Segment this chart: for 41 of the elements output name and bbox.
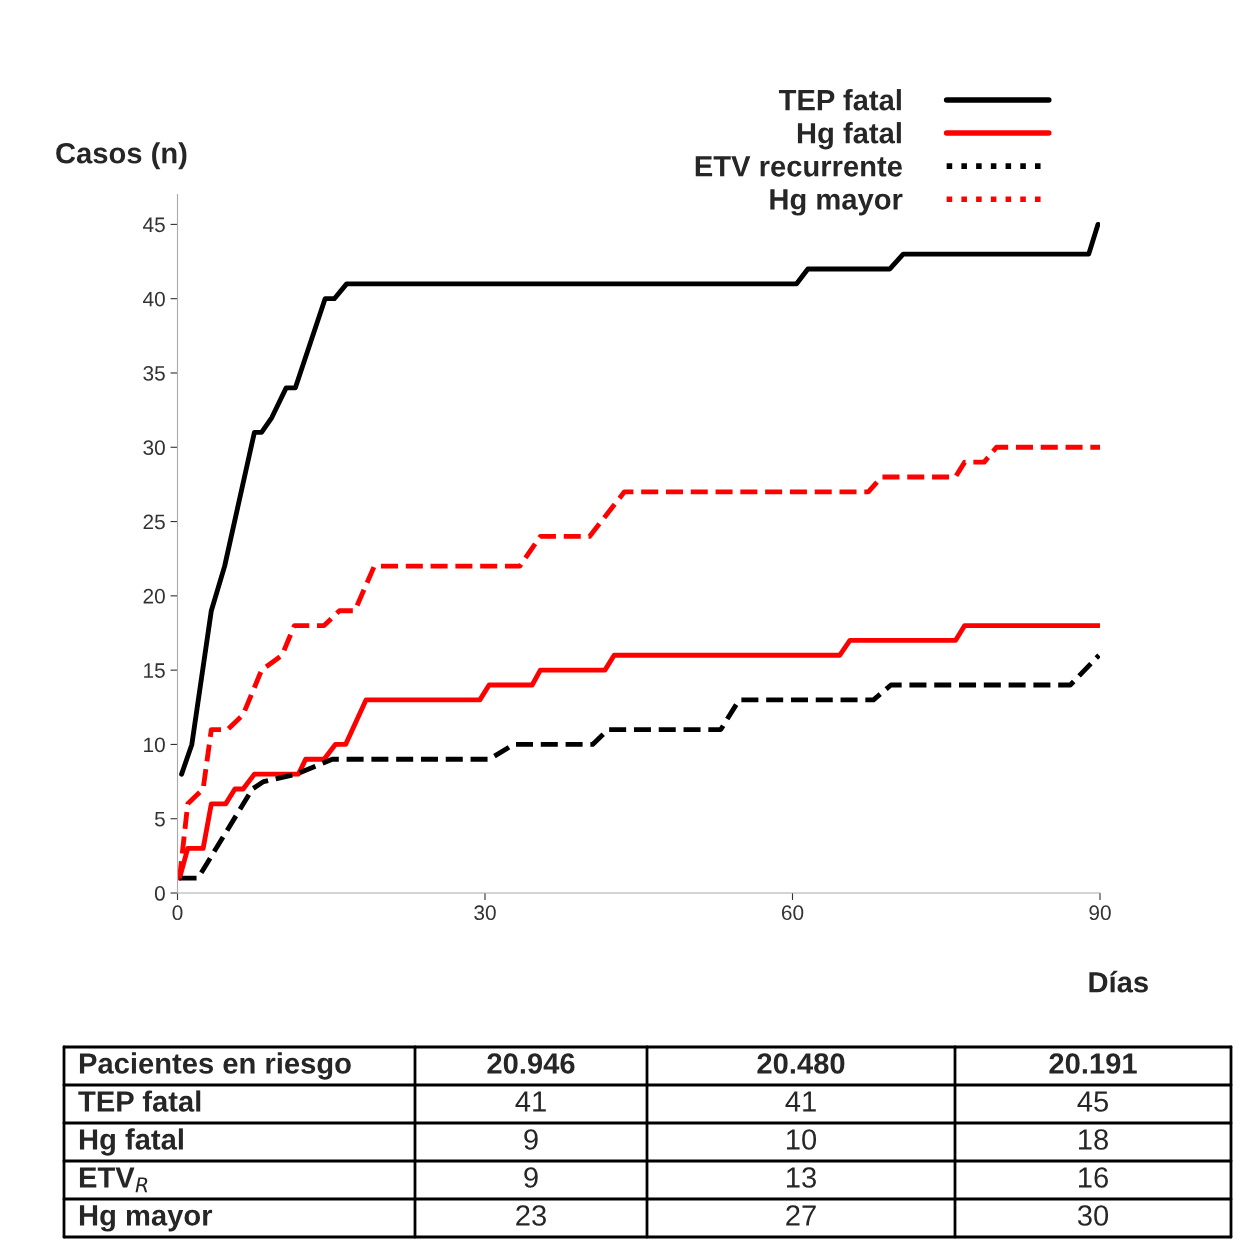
- text: Hg fatal: [79, 1128, 183, 1156]
- y-tick-label: 20: [143, 588, 165, 604]
- x-tick-label: 60: [781, 905, 804, 921]
- x-tick-label: 90: [1089, 905, 1111, 921]
- x-tick-label: 30: [474, 905, 496, 921]
- text: 30: [1077, 1205, 1109, 1226]
- y-tick-label: 15: [144, 663, 165, 678]
- text: 9: [524, 1167, 538, 1188]
- y-tick-label: 0: [154, 886, 165, 901]
- text: 23: [516, 1205, 546, 1226]
- legend-label: Hg fatal: [797, 122, 901, 150]
- text: 20.480: [757, 1053, 845, 1074]
- text: TEP fatal: [78, 1090, 201, 1112]
- text: 9: [524, 1129, 538, 1150]
- y-tick-label: 45: [143, 217, 165, 233]
- text: 20.946: [487, 1053, 575, 1074]
- legend-label: Hg mayor: [770, 189, 903, 216]
- text: Hg mayor: [79, 1205, 213, 1232]
- line-series: [179, 221, 1100, 777]
- x-tick-label: 0: [172, 905, 183, 921]
- text: 10: [787, 1129, 817, 1150]
- text: 41: [515, 1091, 546, 1112]
- text: 41: [785, 1091, 816, 1112]
- text: 20.191: [1049, 1053, 1137, 1074]
- y-tick-label: 30: [143, 440, 165, 456]
- text: 18: [1079, 1129, 1108, 1150]
- x-axis-title: Días: [1089, 970, 1148, 993]
- text: 13: [787, 1167, 816, 1188]
- y-axis-title: Casos (n): [56, 142, 187, 170]
- text: 16: [1079, 1167, 1108, 1188]
- text: 27: [786, 1205, 816, 1226]
- legend-label: TEP fatal: [778, 89, 901, 111]
- text: Pacientes en riesgo: [79, 1052, 351, 1080]
- y-tick-label: 40: [143, 291, 165, 307]
- legend-label: ETV recurrente: [695, 156, 902, 177]
- y-tick-label: 5: [154, 811, 165, 827]
- y-tick-label: 25: [143, 514, 165, 530]
- text: ETV$_{R}$: [79, 1167, 148, 1193]
- text: 45: [1077, 1091, 1108, 1112]
- y-tick-label: 10: [144, 737, 165, 753]
- y-tick-label: 35: [143, 365, 165, 381]
